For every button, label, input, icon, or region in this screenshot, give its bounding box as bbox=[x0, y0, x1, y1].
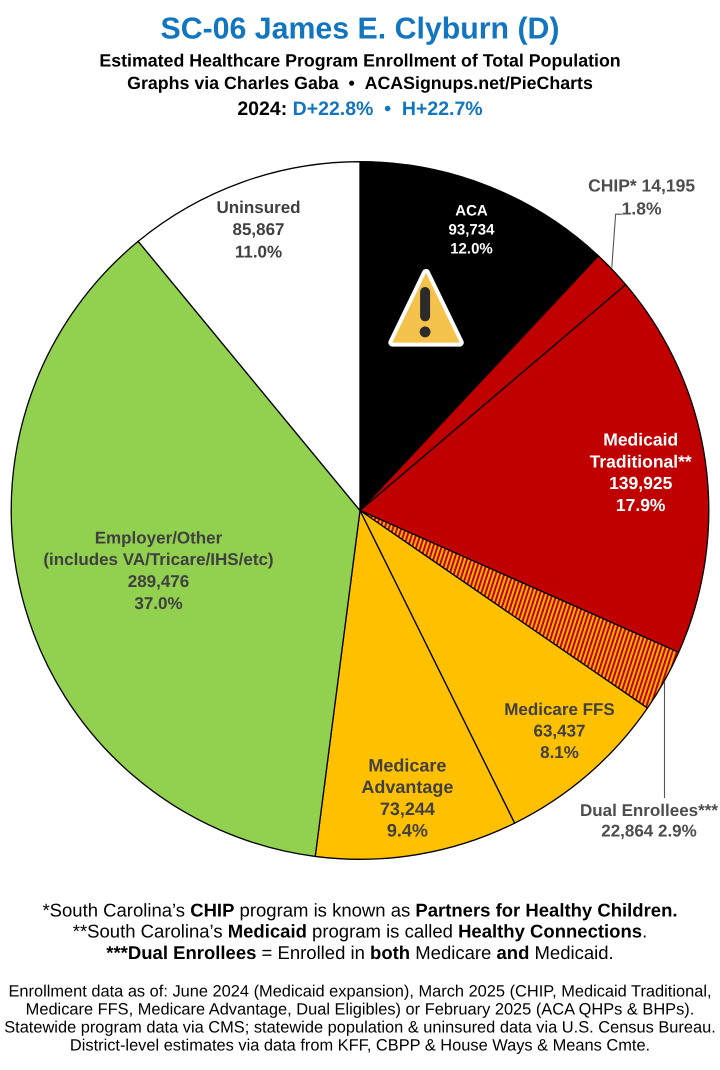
svg-text:Estimated Healthcare Program E: Estimated Healthcare Program Enrollment … bbox=[99, 50, 620, 70]
svg-text:11.0%: 11.0% bbox=[235, 242, 282, 261]
svg-text:85,867: 85,867 bbox=[233, 220, 285, 239]
svg-text:*South Carolina’s CHIP program: *South Carolina’s CHIP program is known … bbox=[42, 899, 677, 920]
svg-text:37.0%: 37.0% bbox=[134, 594, 182, 613]
svg-text:Medicare: Medicare bbox=[368, 756, 446, 776]
svg-text:Graphs via Charles Gaba • AC: Graphs via Charles Gaba • ACASignups.net… bbox=[127, 73, 593, 93]
svg-text:22,864 2.9%: 22,864 2.9% bbox=[601, 822, 696, 841]
svg-text:SC-06 James E. Clyburn (D): SC-06 James E. Clyburn (D) bbox=[160, 12, 559, 45]
svg-text:12.0%: 12.0% bbox=[450, 240, 493, 257]
svg-text:17.9%: 17.9% bbox=[616, 495, 666, 515]
svg-text:***Dual Enrollees = Enrolled i: ***Dual Enrollees = Enrolled in both Med… bbox=[106, 942, 613, 963]
svg-text:Statewide program data via CMS: Statewide program data via CMS; statewid… bbox=[4, 1019, 716, 1037]
svg-text:73,244: 73,244 bbox=[380, 799, 435, 819]
svg-text:9.4%: 9.4% bbox=[387, 820, 428, 840]
svg-text:93,734: 93,734 bbox=[449, 221, 496, 238]
svg-text:Medicaid: Medicaid bbox=[603, 430, 678, 450]
svg-text:1.8%: 1.8% bbox=[622, 199, 662, 219]
svg-text:(includes VA/Tricare/IHS/etc): (includes VA/Tricare/IHS/etc) bbox=[43, 550, 273, 569]
svg-text:Medicare FFS, Medicare Advanta: Medicare FFS, Medicare Advantage, Dual E… bbox=[26, 1001, 695, 1019]
svg-text:Enrollment data as of: June 20: Enrollment data as of: June 2024 (Medica… bbox=[8, 983, 711, 1001]
svg-text:139,925: 139,925 bbox=[609, 473, 673, 493]
svg-text:289,476: 289,476 bbox=[128, 572, 189, 591]
svg-text:Uninsured: Uninsured bbox=[216, 198, 300, 217]
svg-text:Traditional**: Traditional** bbox=[590, 451, 692, 471]
svg-text:**South Carolina’s Medicaid pr: **South Carolina’s Medicaid program is c… bbox=[73, 921, 647, 942]
svg-text:ACA: ACA bbox=[455, 202, 488, 219]
svg-text:Medicare FFS: Medicare FFS bbox=[504, 700, 615, 719]
svg-text:CHIP* 14,195: CHIP* 14,195 bbox=[588, 176, 695, 196]
svg-text:2024: D+22.8% • H+22.7%: 2024: D+22.8% • H+22.7% bbox=[237, 98, 482, 120]
svg-text:Dual Enrollees***: Dual Enrollees*** bbox=[580, 801, 718, 820]
svg-text:Advantage: Advantage bbox=[361, 777, 453, 797]
svg-text:District-level estimates via d: District-level estimates via data from K… bbox=[70, 1037, 650, 1055]
svg-text:Employer/Other: Employer/Other bbox=[95, 528, 223, 547]
svg-text:8.1%: 8.1% bbox=[540, 743, 579, 762]
svg-text:63,437: 63,437 bbox=[534, 722, 586, 741]
